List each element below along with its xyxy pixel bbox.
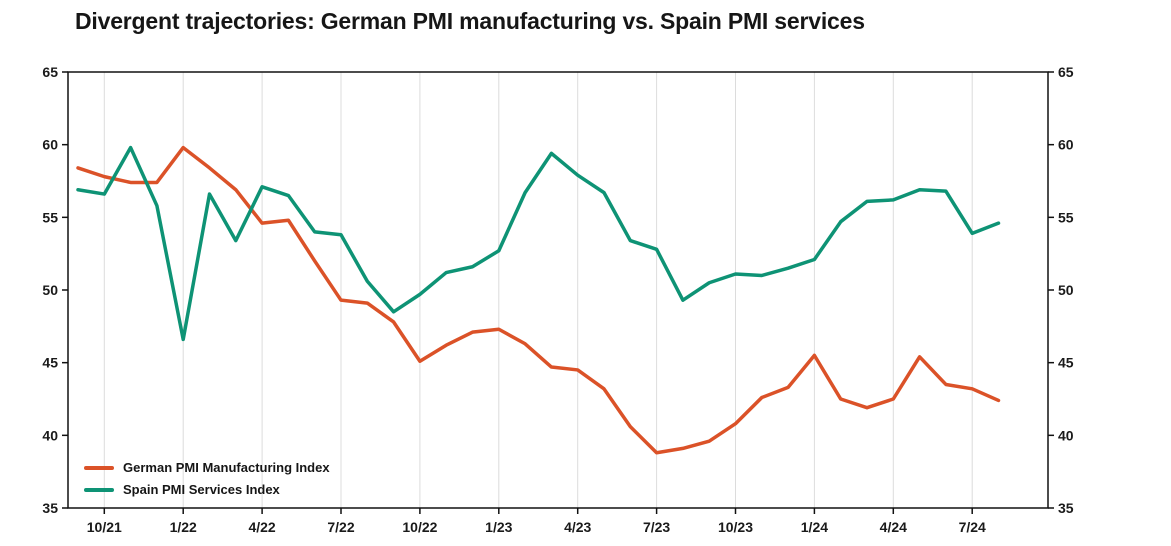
german-line-swatch	[84, 465, 114, 470]
x-tick-label: 7/22	[327, 519, 354, 535]
x-tick-label: 7/24	[959, 519, 986, 535]
x-tick-label: 7/23	[643, 519, 670, 535]
x-tick-label: 10/22	[402, 519, 437, 535]
y-tick-label-left: 50	[42, 282, 58, 298]
y-tick-label-right: 35	[1058, 500, 1074, 516]
legend: German PMI Manufacturing Index Spain PMI…	[84, 460, 330, 497]
legend-label-spain: Spain PMI Services Index	[123, 482, 280, 497]
x-tick-label: 4/22	[248, 519, 275, 535]
y-tick-label-left: 35	[42, 500, 58, 516]
x-axis-labels: 10/21 1/22 4/22 7/22 10/22 1/23 4/23 7/23 10/23 1…	[87, 508, 986, 535]
y-tick-label-left: 40	[42, 427, 58, 443]
grid-lines	[103, 72, 973, 508]
y-tick-label-right: 40	[1058, 427, 1074, 443]
y-tick-label-left: 55	[42, 209, 58, 225]
legend-label-german: German PMI Manufacturing Index	[123, 460, 330, 475]
y-tick-label-right: 55	[1058, 209, 1074, 225]
x-tick-label: 10/23	[718, 519, 753, 535]
y-tick-label-left: 65	[42, 64, 58, 80]
y-tick-label-left: 45	[42, 355, 58, 371]
y-tick-label-right: 65	[1058, 64, 1074, 80]
x-tick-label: 1/22	[170, 519, 197, 535]
x-tick-label: 1/24	[801, 519, 828, 535]
y-tick-label-right: 50	[1058, 282, 1074, 298]
y-tick-label-left: 60	[42, 137, 58, 153]
y-tick-label-right: 45	[1058, 355, 1074, 371]
spain-pmi-line	[76, 145, 1001, 342]
spain-line-swatch	[84, 487, 114, 492]
y-axis-labels: 35 35 40 40 45 45 50 50 55 55 60 60 65 65	[42, 64, 1073, 516]
x-tick-label: 10/21	[87, 519, 122, 535]
legend-item-german: German PMI Manufacturing Index	[84, 460, 330, 475]
x-tick-label: 1/23	[485, 519, 512, 535]
german-pmi-line	[76, 145, 1001, 455]
x-tick-label: 4/24	[880, 519, 907, 535]
legend-item-spain: Spain PMI Services Index	[84, 482, 330, 497]
x-tick-label: 4/23	[564, 519, 591, 535]
plot-frame	[67, 71, 1049, 509]
y-tick-label-right: 60	[1058, 137, 1074, 153]
chart-title: Divergent trajectories: German PMI manuf…	[75, 8, 865, 34]
